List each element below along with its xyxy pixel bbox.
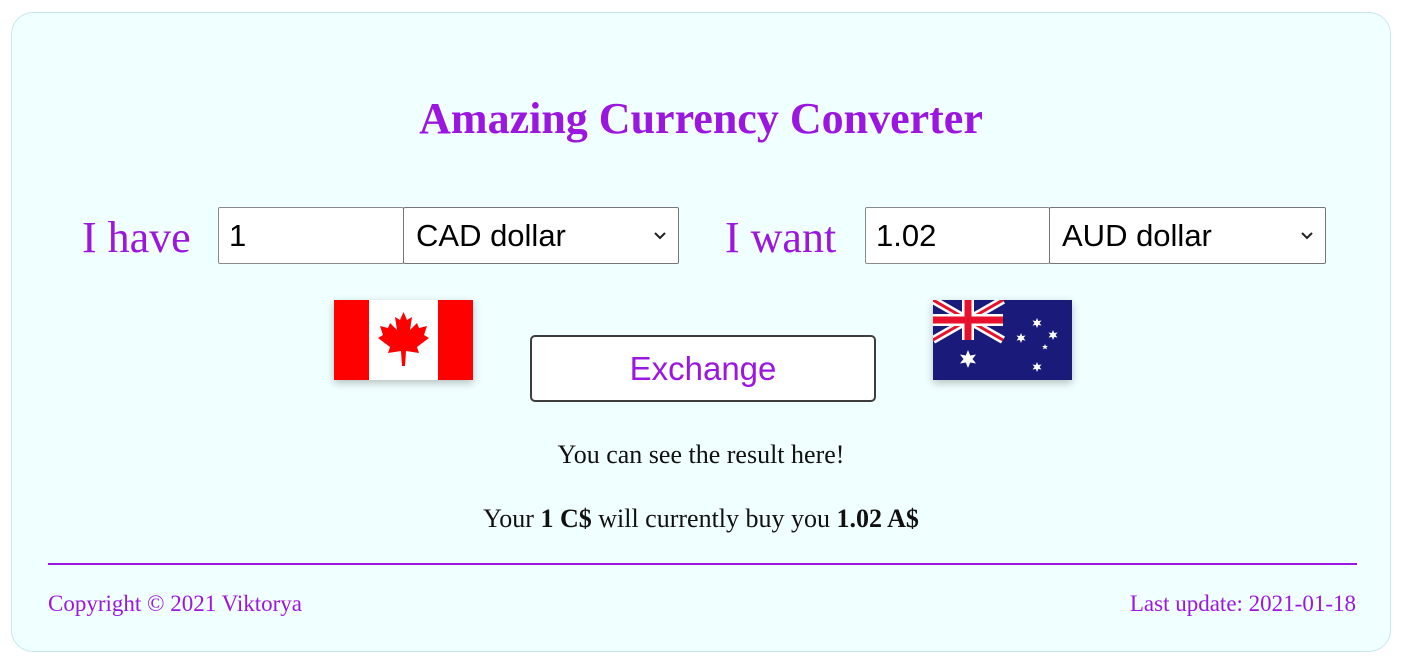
want-label: I want xyxy=(725,213,837,262)
from-currency-value: CAD dollar xyxy=(416,217,566,253)
to-currency-value: AUD dollar xyxy=(1062,217,1212,253)
from-currency-select[interactable]: CAD dollar xyxy=(403,207,679,264)
result-to-value: 1.02 A$ xyxy=(836,504,919,533)
to-currency-select[interactable]: AUD dollar xyxy=(1049,207,1326,264)
chevron-down-icon xyxy=(1295,224,1319,248)
result-line: Your 1 C$ will currently buy you 1.02 A$ xyxy=(12,504,1390,534)
from-amount-input[interactable] xyxy=(218,207,404,264)
have-label: I have xyxy=(82,213,191,262)
copyright-text: Copyright © 2021 Viktorya xyxy=(48,591,302,616)
page-title: Amazing Currency Converter xyxy=(419,94,983,143)
result-from-value: 1 C$ xyxy=(540,504,592,533)
chevron-down-icon xyxy=(648,224,672,248)
result-middle: will currently buy you xyxy=(598,504,831,533)
canada-flag-icon xyxy=(334,300,473,380)
converter-card: Amazing Currency Converter I have CAD do… xyxy=(11,12,1391,652)
result-prefix: Your xyxy=(483,504,534,533)
to-amount-input[interactable] xyxy=(865,207,1050,264)
australia-flag-icon xyxy=(933,300,1072,380)
exchange-button[interactable]: Exchange xyxy=(530,335,876,402)
footer-divider xyxy=(48,563,1357,565)
last-update-text: Last update: 2021-01-18 xyxy=(1129,591,1356,616)
result-hint: You can see the result here! xyxy=(557,440,845,469)
